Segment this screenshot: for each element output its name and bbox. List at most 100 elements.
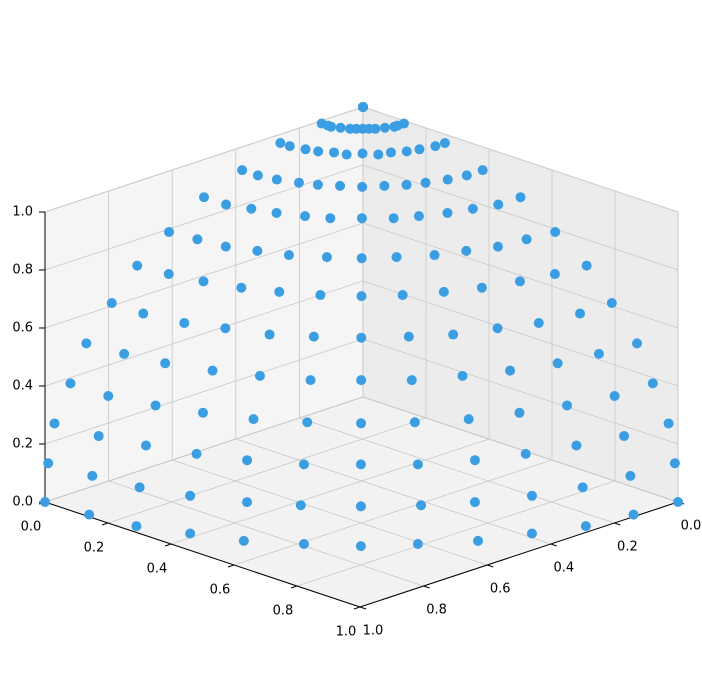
point: [119, 348, 130, 359]
point: [335, 180, 346, 191]
point: [416, 500, 427, 511]
x-tick-label: 0.6: [210, 583, 231, 598]
point: [207, 365, 218, 376]
point: [132, 260, 143, 271]
point: [412, 539, 423, 549]
x-tick-label: 1.0: [336, 625, 357, 640]
point: [131, 521, 142, 532]
point: [358, 102, 368, 112]
point: [300, 144, 311, 155]
point: [619, 431, 630, 442]
point: [302, 417, 313, 428]
point: [300, 211, 311, 222]
grid-line: [44, 222, 364, 329]
point: [469, 455, 480, 466]
tick-mark: [487, 564, 494, 568]
y-tick-label: 0.2: [617, 540, 638, 555]
x-axis: [44, 501, 361, 608]
point: [414, 144, 425, 155]
point: [457, 370, 468, 381]
point: [406, 375, 417, 386]
y-tick-label: 0.4: [553, 561, 574, 576]
point: [357, 181, 368, 192]
x-tick-label: 0.0: [21, 520, 42, 535]
point: [298, 539, 309, 549]
point: [580, 521, 591, 532]
point: [413, 211, 424, 222]
point: [606, 298, 617, 309]
point: [391, 252, 402, 263]
point: [571, 440, 582, 451]
point: [237, 165, 248, 176]
point: [40, 497, 50, 507]
point: [335, 122, 346, 133]
grid-line: [44, 338, 364, 445]
point: [514, 407, 525, 418]
grid-line: [44, 396, 364, 503]
x-tick-label: 0.8: [273, 604, 294, 619]
point: [325, 213, 336, 224]
point: [663, 418, 674, 429]
point: [673, 497, 683, 507]
point: [448, 329, 459, 340]
grid-line: [170, 438, 490, 545]
point: [328, 147, 339, 158]
point: [356, 253, 367, 264]
point: [248, 414, 259, 425]
point: [308, 331, 319, 342]
point: [401, 146, 412, 157]
point: [669, 458, 680, 469]
point: [647, 378, 658, 389]
point: [520, 448, 531, 459]
point: [103, 391, 114, 401]
tick-mark: [101, 522, 109, 526]
z-tick-label: 0.0: [12, 495, 33, 510]
grid-line: [362, 280, 679, 387]
point: [526, 490, 537, 501]
point: [549, 269, 560, 280]
point: [388, 213, 399, 224]
point: [271, 207, 282, 218]
point: [313, 146, 324, 157]
grid-line: [296, 480, 616, 587]
point: [593, 348, 604, 359]
point: [312, 179, 323, 190]
point: [357, 148, 368, 159]
point: [242, 455, 253, 466]
point: [326, 121, 337, 132]
point: [179, 318, 190, 328]
point: [477, 165, 488, 176]
point: [463, 414, 474, 425]
point: [609, 391, 620, 401]
grid-line: [362, 396, 679, 503]
point: [252, 245, 263, 256]
point: [514, 276, 525, 287]
point: [264, 329, 275, 340]
point: [625, 470, 636, 481]
point: [355, 459, 366, 470]
grid-line: [362, 164, 679, 271]
point: [632, 338, 643, 349]
point: [283, 250, 294, 261]
point: [106, 298, 117, 309]
point: [515, 192, 526, 203]
point: [345, 123, 356, 134]
point: [492, 323, 503, 334]
point: [439, 138, 450, 148]
grid-line: [172, 459, 488, 566]
point: [461, 170, 472, 181]
y-tick-label: 0.0: [681, 519, 702, 534]
point: [552, 358, 563, 369]
point: [163, 269, 174, 280]
tick-mark: [550, 543, 557, 547]
point: [242, 497, 253, 508]
point: [430, 141, 441, 152]
grid-line: [44, 164, 364, 271]
point: [521, 234, 532, 245]
point: [81, 338, 92, 349]
tick-mark: [164, 543, 172, 547]
point: [221, 199, 232, 210]
point: [403, 331, 414, 342]
point: [293, 177, 304, 188]
